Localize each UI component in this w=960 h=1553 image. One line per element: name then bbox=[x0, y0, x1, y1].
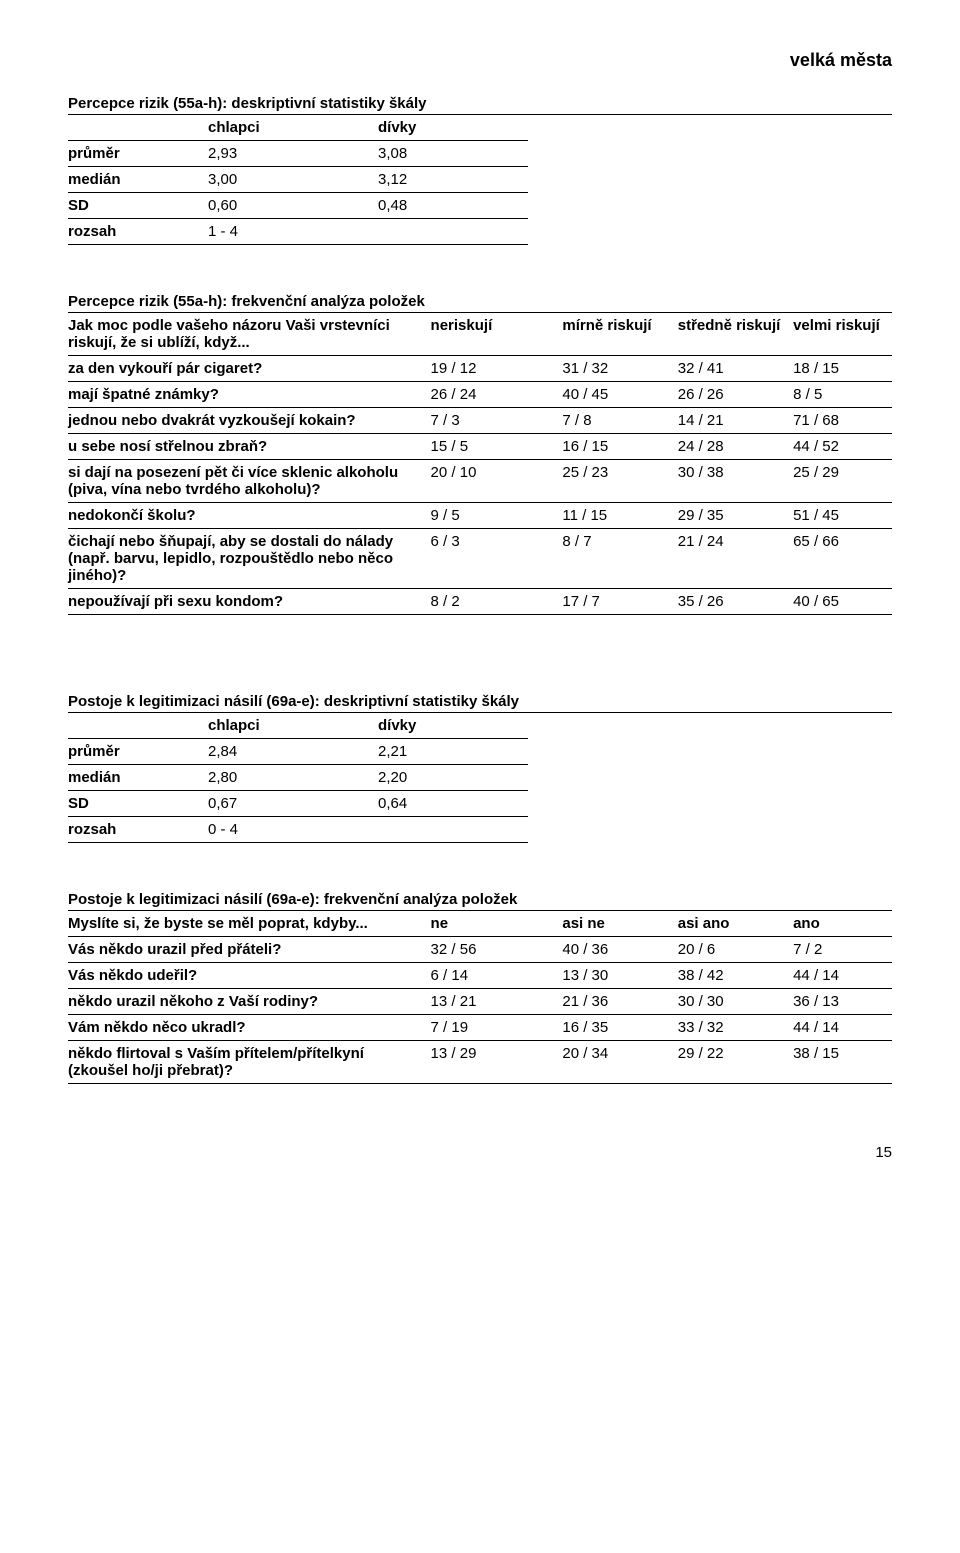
table-row: čichají nebo šňupají, aby se dostali do … bbox=[68, 529, 892, 589]
table2-title: Percepce rizik (55a-h): frekvenční analý… bbox=[68, 293, 892, 313]
table-row: si dají na posezení pět či více sklenic … bbox=[68, 460, 892, 503]
table-row: Vám někdo něco ukradl?7 / 1916 / 3533 / … bbox=[68, 1015, 892, 1041]
table3-col-divky: dívky bbox=[378, 713, 528, 739]
table2-h3: středně riskují bbox=[678, 313, 793, 356]
table-row: u sebe nosí střelnou zbraň?15 / 516 / 15… bbox=[68, 434, 892, 460]
table2-lead: Jak moc podle vašeho názoru Vaši vrstevn… bbox=[68, 313, 431, 356]
table4-h2: asi ne bbox=[562, 911, 677, 937]
table1: chlapci dívky průměr 2,93 3,08 medián 3,… bbox=[68, 115, 528, 245]
table-row: nepoužívají při sexu kondom?8 / 217 / 73… bbox=[68, 589, 892, 615]
table4-h1: ne bbox=[431, 911, 563, 937]
table-row: SD 0,60 0,48 bbox=[68, 193, 528, 219]
table-row: Vás někdo udeřil?6 / 1413 / 3038 / 4244 … bbox=[68, 963, 892, 989]
table-row: za den vykouří pár cigaret?19 / 1231 / 3… bbox=[68, 356, 892, 382]
table2: Jak moc podle vašeho názoru Vaši vrstevn… bbox=[68, 313, 892, 615]
table1-title: Percepce rizik (55a-h): deskriptivní sta… bbox=[68, 95, 892, 115]
table-row: jednou nebo dvakrát vyzkoušejí kokain?7 … bbox=[68, 408, 892, 434]
table-row: někdo flirtoval s Vaším přítelem/přítelk… bbox=[68, 1041, 892, 1084]
table4: Myslíte si, že byste se měl poprat, kdyb… bbox=[68, 911, 892, 1084]
table4-h4: ano bbox=[793, 911, 892, 937]
table-row: mají špatné známky?26 / 2440 / 4526 / 26… bbox=[68, 382, 892, 408]
table-row: medián 3,00 3,12 bbox=[68, 167, 528, 193]
table4-title: Postoje k legitimizaci násilí (69a-e): f… bbox=[68, 891, 892, 911]
table3-col-chlapci: chlapci bbox=[208, 713, 378, 739]
table-row: průměr 2,93 3,08 bbox=[68, 141, 528, 167]
table-row: rozsah 1 - 4 bbox=[68, 219, 528, 245]
table3-title: Postoje k legitimizaci násilí (69a-e): d… bbox=[68, 693, 892, 713]
table-row: SD 0,67 0,64 bbox=[68, 791, 528, 817]
table2-h1: neriskují bbox=[431, 313, 563, 356]
table3: chlapci dívky průměr 2,84 2,21 medián 2,… bbox=[68, 713, 528, 843]
table-row: nedokončí školu?9 / 511 / 1529 / 3551 / … bbox=[68, 503, 892, 529]
table1-col-divky: dívky bbox=[378, 115, 528, 141]
table2-h2: mírně riskují bbox=[562, 313, 677, 356]
table1-col-chlapci: chlapci bbox=[208, 115, 378, 141]
table-row: medián 2,80 2,20 bbox=[68, 765, 528, 791]
table-row: rozsah 0 - 4 bbox=[68, 817, 528, 843]
page-number: 15 bbox=[68, 1144, 892, 1161]
table2-h4: velmi riskují bbox=[793, 313, 892, 356]
table4-lead: Myslíte si, že byste se měl poprat, kdyb… bbox=[68, 911, 431, 937]
table4-h3: asi ano bbox=[678, 911, 793, 937]
table-row: průměr 2,84 2,21 bbox=[68, 739, 528, 765]
table-row: někdo urazil někoho z Vaší rodiny?13 / 2… bbox=[68, 989, 892, 1015]
table-row: Vás někdo urazil před přáteli?32 / 5640 … bbox=[68, 937, 892, 963]
page-header: velká města bbox=[68, 50, 892, 71]
